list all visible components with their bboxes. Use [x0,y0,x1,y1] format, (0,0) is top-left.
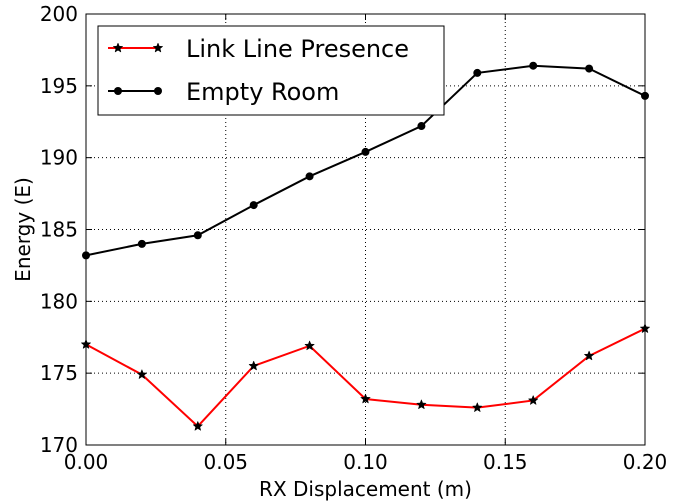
data-point [583,350,595,361]
legend-marker [152,42,164,53]
data-point [136,368,148,380]
data-point [305,172,314,181]
data-point [361,147,370,156]
data-point [192,420,204,431]
x-tick-label: 0.05 [203,450,248,474]
data-point [416,399,427,410]
legend-marker-star-icon [112,42,164,53]
y-tick-label: 180 [40,289,78,313]
legend-marker-circle-icon [114,87,162,95]
legend-box [97,25,445,116]
y-tick-label: 185 [40,218,78,242]
data-point [193,231,202,240]
x-tick-label: 0.15 [483,450,528,474]
legend-marker [114,87,122,95]
y-tick-label: 195 [40,74,78,98]
data-point [471,401,483,413]
series-empty-room [82,61,649,260]
x-tick-label: 0.20 [623,450,668,474]
data-point [137,239,146,248]
y-tick-label: 200 [40,2,78,26]
y-tick-label: 175 [40,361,78,385]
data-point [304,340,315,351]
data-point [473,68,482,77]
data-point [529,61,538,70]
data-point [248,360,260,371]
legend-label-link-line-presence: Link Line Presence [186,35,409,63]
legend-label-empty-room: Empty Room [186,78,339,106]
series-layer [80,61,651,431]
data-point [417,122,426,131]
legend-marker [154,87,162,95]
x-axis-label: RX Displacement (m) [259,477,472,501]
data-point [585,64,594,73]
ticks: 0.00 0.05 0.10 0.15 0.20 170 175 180 185 190 195 20… [40,2,667,474]
data-point [360,393,371,404]
x-tick-label: 0.00 [64,450,109,474]
y-tick-label: 190 [40,146,78,170]
y-axis-label: Energy (E) [11,177,35,282]
series-line [85,327,646,428]
data-point [527,394,539,406]
x-tick-label: 0.10 [343,450,388,474]
legend-marker [112,42,124,53]
y-tick-label: 170 [40,433,78,457]
series-link-line-presence [80,322,651,431]
legend: Link Line Presence Empty Room [97,25,445,116]
data-point [249,201,258,210]
